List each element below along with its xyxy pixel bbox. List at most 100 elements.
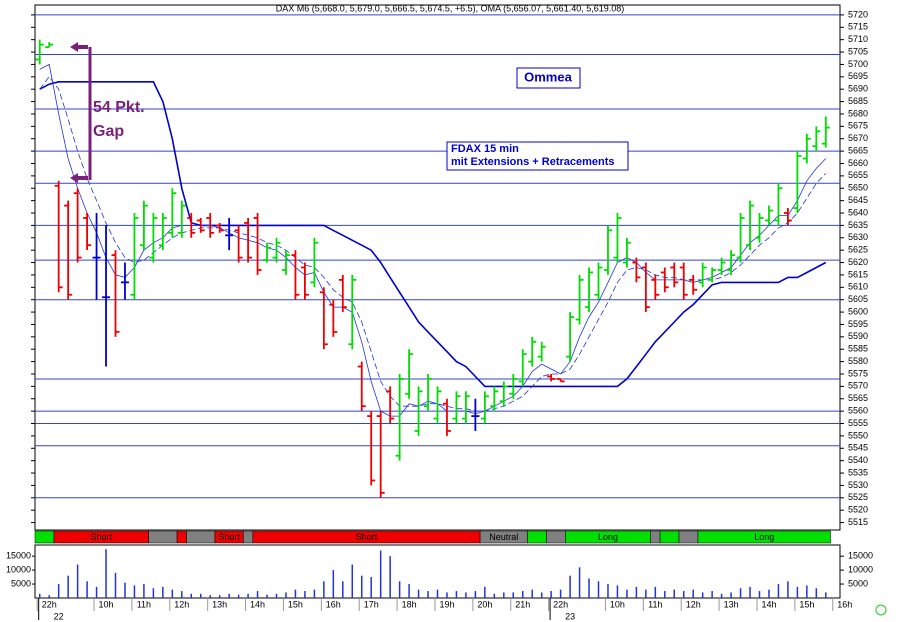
volume-tick-label: 10000 (848, 564, 873, 574)
y-tick-label: 5630 (848, 232, 868, 242)
signal-label: Long (598, 532, 618, 542)
signal-segment (176, 530, 187, 544)
signal-label: Neutral (489, 532, 518, 542)
signal-label: Short (218, 532, 240, 542)
x-tick-label: 17h (364, 599, 379, 609)
gap-arrow (70, 42, 88, 52)
y-tick-label: 5565 (848, 393, 868, 403)
chart-title: DAX M6 (5,668.0, 5,679.0, 5,666.5, 5,674… (276, 3, 625, 13)
plot-layer: 5515 5520 5525 5530 5535 5540 5545 5550 5555 5560… (6, 9, 873, 621)
moving-average (39, 63, 827, 417)
status-icon (875, 604, 887, 616)
x-tick-label: 16h (326, 599, 341, 609)
y-tick-label: 5570 (848, 381, 868, 391)
x-tick-label: 11h (648, 599, 662, 609)
y-tick-label: 5530 (848, 480, 868, 490)
annotation: 54 Pkt. (93, 99, 145, 116)
label-box (446, 141, 629, 171)
moving-average (39, 81, 827, 388)
volume-tick-label: 5000 (848, 578, 868, 588)
y-tick-label: 5550 (848, 430, 868, 440)
annotation: FDAX 15 min (451, 143, 519, 155)
y-tick-label: 5700 (848, 59, 868, 69)
y-tick-label: 5625 (848, 245, 868, 255)
y-tick-label: 5675 (848, 121, 868, 131)
x-tick-label: 12h (174, 599, 189, 609)
signal-segment (650, 530, 661, 544)
y-tick-label: 5610 (848, 282, 868, 292)
signal-segment (697, 530, 831, 544)
y-tick-label: 5720 (848, 9, 868, 19)
y-tick-label: 5590 (848, 331, 868, 341)
volume-tick-label: 15000 (6, 551, 31, 561)
signal-label: Short (91, 532, 113, 542)
annotation: Gap (93, 123, 124, 140)
y-tick-label: 5640 (848, 207, 868, 217)
x-tick-label: 21h (515, 599, 530, 609)
y-tick-label: 5615 (848, 269, 868, 279)
volume-tick-label: 15000 (848, 551, 873, 561)
price-frame (34, 4, 841, 531)
signal-segment (546, 530, 566, 544)
annotation: mit Extensions + Retracements (451, 156, 615, 168)
y-tick-label: 5660 (848, 158, 868, 168)
signal-segment (34, 530, 55, 544)
volume-frame (34, 544, 841, 599)
volume-tick-label: 5000 (11, 578, 31, 588)
x-tick-label: 10h (99, 599, 114, 609)
signal-label: Short (356, 532, 378, 542)
y-tick-label: 5635 (848, 220, 868, 230)
label-box (516, 67, 581, 89)
x-tick-label: 12h (686, 599, 701, 609)
date-label: 22 (54, 611, 64, 621)
annotation: Ommea (524, 69, 572, 84)
y-tick-label: 5545 (848, 443, 868, 453)
signal-label: Long (754, 532, 774, 542)
x-tick-label: 16h (837, 599, 852, 609)
y-tick-label: 5535 (848, 467, 868, 477)
signal-segment (243, 530, 254, 544)
y-tick-label: 5690 (848, 84, 868, 94)
y-tick-label: 5620 (848, 257, 868, 267)
x-tick-label: 11h (137, 599, 151, 609)
x-tick-label: 22h (42, 599, 57, 609)
x-tick-label: 14h (761, 599, 776, 609)
volume-tick-label: 10000 (6, 564, 31, 574)
x-tick-label: 15h (799, 599, 814, 609)
y-tick-label: 5580 (848, 356, 868, 366)
x-tick-label: 10h (610, 599, 625, 609)
gap-arrow (70, 173, 88, 183)
x-tick-label: 14h (250, 599, 265, 609)
y-tick-label: 5685 (848, 96, 868, 106)
y-tick-label: 5665 (848, 145, 868, 155)
x-tick-label: 22h (553, 599, 568, 609)
y-tick-label: 5525 (848, 492, 868, 502)
y-tick-label: 5575 (848, 368, 868, 378)
y-tick-label: 5715 (848, 22, 868, 32)
y-tick-label: 5670 (848, 133, 868, 143)
signal-segment (659, 530, 680, 544)
y-tick-label: 5560 (848, 406, 868, 416)
y-tick-label: 5680 (848, 108, 868, 118)
y-tick-label: 5605 (848, 294, 868, 304)
y-tick-label: 5645 (848, 195, 868, 205)
x-tick-label: 18h (402, 599, 417, 609)
y-tick-label: 5650 (848, 183, 868, 193)
y-tick-label: 5705 (848, 46, 868, 56)
signal-segment (186, 530, 216, 544)
x-tick-label: 19h (439, 599, 454, 609)
y-tick-label: 5555 (848, 418, 868, 428)
y-tick-label: 5600 (848, 306, 868, 316)
y-tick-label: 5540 (848, 455, 868, 465)
signal-segment (678, 530, 699, 544)
y-tick-label: 5655 (848, 170, 868, 180)
x-tick-label: 13h (212, 599, 227, 609)
moving-average (39, 76, 827, 412)
y-tick-label: 5585 (848, 344, 868, 354)
y-tick-label: 5515 (848, 517, 868, 527)
x-tick-label: 13h (724, 599, 739, 609)
y-tick-label: 5710 (848, 34, 868, 44)
signal-segment (148, 530, 178, 544)
y-tick-label: 5595 (848, 319, 868, 329)
